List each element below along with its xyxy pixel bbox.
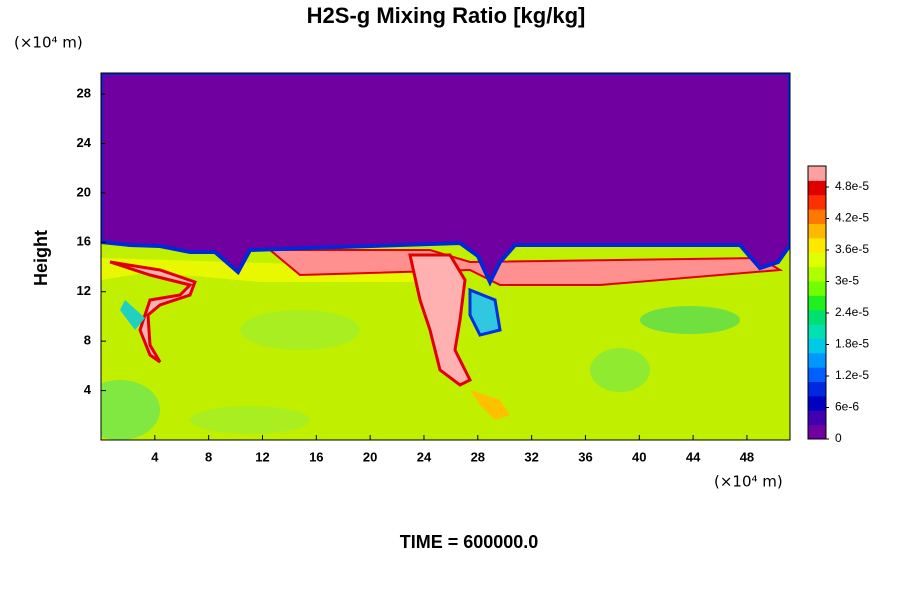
colorbar-band (808, 381, 826, 397)
colorbar-tick-label: 1.8e-5 (835, 337, 869, 351)
colorbar-band (808, 367, 826, 383)
x-tick-label: 8 (205, 449, 212, 464)
colorbar-band (808, 410, 826, 426)
colorbar-band (808, 352, 826, 368)
colorbar-band (808, 252, 826, 268)
y-tick-label: 28 (77, 85, 91, 100)
y-tick-label: 12 (77, 283, 91, 298)
colorbar-tick-label: 2.4e-5 (835, 305, 869, 319)
colorbar-tick-label: 6e-6 (835, 400, 859, 414)
y-unit-label: (×10⁴ m) (14, 34, 83, 52)
field (101, 73, 790, 440)
field-patch (101, 258, 430, 282)
colorbar-band (808, 209, 826, 224)
field-zero-region (101, 73, 790, 287)
colorbar-band (808, 223, 826, 239)
colorbar-band (808, 194, 826, 210)
colorbar-band (808, 395, 826, 411)
y-tick-label: 24 (77, 135, 92, 150)
colorbar-band (808, 280, 826, 296)
colorbar-tick-label: 0 (835, 431, 842, 445)
y-tick-label: 20 (77, 184, 91, 199)
colorbar-band (808, 324, 826, 339)
field-low (468, 287, 502, 337)
colorbar-band (808, 309, 826, 325)
x-unit-label: (×10⁴ m) (714, 473, 783, 491)
x-tick-label: 16 (309, 449, 323, 464)
y-tick-label: 8 (84, 333, 91, 348)
colorbar-band (808, 295, 826, 311)
x-tick-label: 40 (632, 449, 646, 464)
y-axis-label: Height (31, 230, 51, 286)
x-tick-label: 12 (255, 449, 269, 464)
colorbar-tick-label: 4.2e-5 (835, 211, 869, 225)
x-tick-label: 28 (471, 449, 485, 464)
plot-frame (100, 72, 791, 441)
field-patch (590, 348, 650, 392)
colorbar-band (808, 180, 826, 196)
colorbar-tick-label: 3.6e-5 (835, 242, 869, 256)
x-tick-label: 20 (363, 449, 377, 464)
x-tick-label: 36 (578, 449, 592, 464)
colorbar-frame (807, 165, 827, 440)
field-patch (101, 380, 160, 440)
chart-title: H2S-g Mixing Ratio [kg/kg] (307, 3, 586, 28)
y-tick-label: 4 (84, 382, 92, 397)
y-tick-label: 16 (77, 234, 91, 249)
colorbar-band (808, 166, 826, 181)
colorbar-band (808, 266, 826, 282)
x-tick-label: 24 (417, 449, 432, 464)
field-low (120, 300, 145, 330)
field-patch (240, 310, 360, 350)
colorbar-band (808, 424, 826, 440)
colorbar-tick-label: 4.8e-5 (835, 179, 869, 193)
colorbar-band (808, 237, 826, 253)
field-patch (470, 390, 510, 420)
footer-text: TIME = 600000.0 (400, 532, 539, 552)
x-tick-label: 44 (686, 449, 701, 464)
colorbar-tick-label: 3e-5 (835, 274, 859, 288)
field-patch (640, 306, 740, 334)
field-patch (190, 406, 310, 434)
x-tick-label: 32 (524, 449, 538, 464)
field-curl (109, 260, 197, 364)
field-plume (408, 253, 473, 387)
colorbar-band (808, 338, 826, 354)
x-tick-label: 4 (151, 449, 159, 464)
x-tick-label: 48 (740, 449, 754, 464)
colorbar-tick-label: 1.2e-5 (835, 368, 869, 382)
